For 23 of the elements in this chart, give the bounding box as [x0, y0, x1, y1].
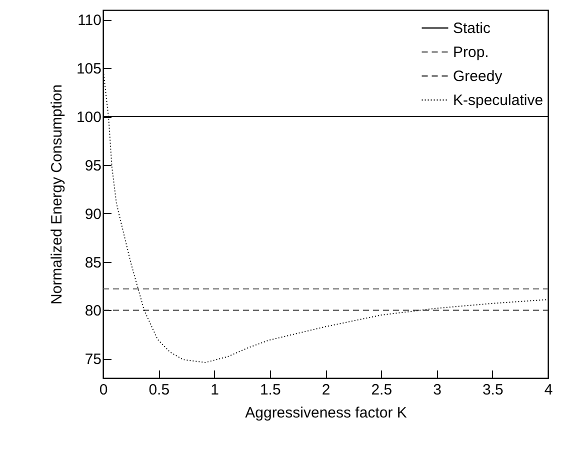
y-tick-label: 110	[78, 12, 102, 30]
x-tick-label: 3.5	[482, 382, 504, 398]
legend-label: K-speculative	[453, 92, 544, 109]
x-tick-label: 0	[99, 382, 108, 398]
x-tick-label: 1.5	[260, 382, 281, 398]
x-tick-label: 4	[544, 382, 553, 398]
y-tick-label: 90	[84, 206, 102, 223]
x-tick-label: 0.5	[148, 382, 170, 398]
x-tick-label: 2	[322, 382, 330, 398]
y-tick-label: 95	[84, 157, 102, 174]
y-tick-label: 75	[84, 351, 102, 368]
x-tick-label: 2.5	[371, 382, 392, 398]
y-tick-label: 105	[76, 60, 102, 78]
legend-label: Greedy	[453, 68, 503, 85]
x-tick-label: 1	[210, 382, 219, 398]
legend-label: Static	[453, 20, 492, 37]
x-tick-label: 3	[433, 382, 442, 398]
y-tick-label: 80	[84, 302, 102, 320]
y-axis-title: Normalized Energy Consumption	[48, 84, 66, 305]
y-tick-label: 85	[84, 254, 102, 272]
y-tick-label: 100	[76, 109, 102, 126]
x-axis-title: Aggressiveness factor K	[245, 404, 407, 422]
legend-label: Prop.	[453, 44, 489, 61]
